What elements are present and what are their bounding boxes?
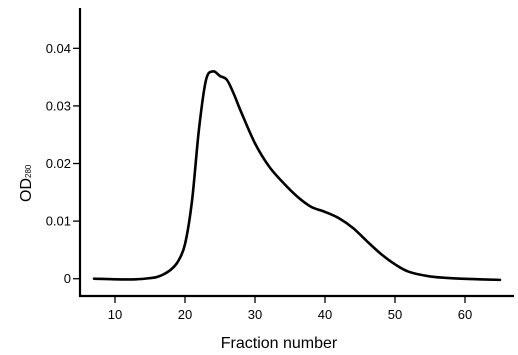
x-tick-label: 50 <box>388 307 402 322</box>
y-axis-title: OD <box>18 178 35 202</box>
x-tick-label: 40 <box>318 307 332 322</box>
y-tick-label: 0.02 <box>46 156 71 171</box>
x-tick-label: 20 <box>178 307 192 322</box>
axes <box>78 8 514 298</box>
x-tick-label: 10 <box>108 307 122 322</box>
y-axis-title-subscript: 280 <box>24 164 33 178</box>
x-tick-label: 30 <box>248 307 262 322</box>
y-tick-label: 0 <box>64 271 71 286</box>
ticks: 10 20 30 40 50 60 0 0.01 0.02 0.03 0.04 <box>46 41 473 322</box>
y-tick-label: 0.04 <box>46 41 71 56</box>
series-line <box>92 70 502 282</box>
x-tick-label: 60 <box>458 307 472 322</box>
x-axis-title: Fraction number <box>221 335 338 352</box>
y-tick-label: 0.03 <box>46 98 71 113</box>
series <box>92 70 502 282</box>
y-tick-label: 0.01 <box>46 214 71 229</box>
